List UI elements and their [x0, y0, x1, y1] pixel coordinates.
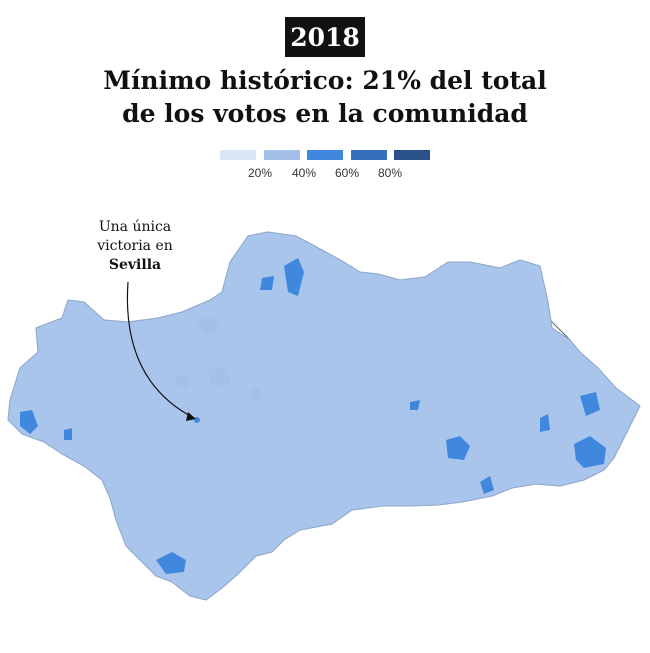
legend-tick-40: 40%: [291, 166, 317, 180]
legend-swatch-3: [307, 150, 343, 160]
legend-tick-20: 20%: [247, 166, 273, 180]
page-title: Mínimo histórico: 21% del total de los v…: [40, 64, 610, 130]
legend-tick-60: 60%: [334, 166, 360, 180]
title-line-1: Mínimo histórico: 21% del total: [103, 66, 547, 95]
legend-tick-80: 80%: [377, 166, 403, 180]
legend-swatch-2: [264, 150, 300, 160]
annotation-arrow: [126, 281, 196, 421]
year-badge: 2018: [285, 17, 365, 57]
annotation-line-1: Una única: [98, 219, 172, 235]
legend-swatch-1: [220, 150, 256, 160]
color-legend: 20% 40% 60% 80%: [220, 150, 430, 190]
title-line-2: de los votos en la comunidad: [122, 99, 528, 128]
year-label: 2018: [290, 22, 360, 52]
legend-swatch-5: [394, 150, 430, 160]
sevilla-city-marker: [194, 417, 200, 423]
legend-swatch-4: [351, 150, 387, 160]
annotation-place: Sevilla: [108, 257, 162, 273]
municipality-highlights: [20, 258, 606, 574]
annotation-line-2: victoria en: [97, 238, 173, 254]
sevilla-annotation: Una única victoria en Sevilla: [80, 218, 190, 275]
